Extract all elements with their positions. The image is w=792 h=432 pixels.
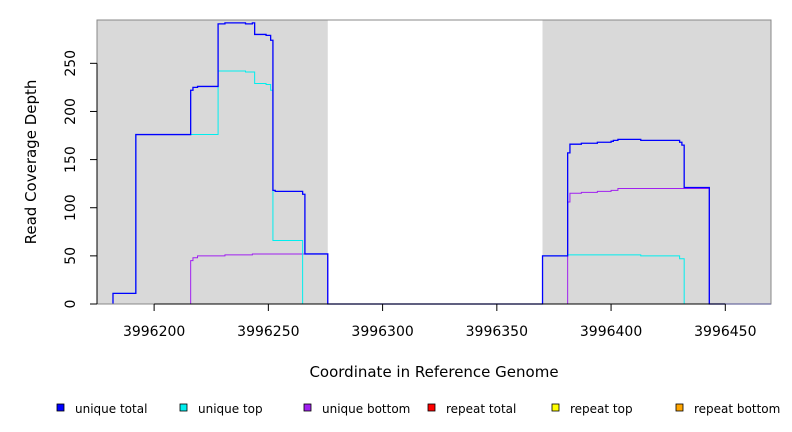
legend-swatch-repeat-top: [551, 403, 560, 412]
legend-label-repeat-bottom: repeat bottom: [694, 402, 780, 416]
x-axis-title: Coordinate in Reference Genome: [309, 363, 558, 381]
shaded-region-1: [97, 20, 328, 304]
legend-label-repeat-total: repeat total: [446, 402, 516, 416]
y-axis: 0 50 100 150 200 250: [63, 50, 98, 309]
legend-label-unique-top: unique top: [198, 402, 263, 416]
legend: unique total unique top unique bottom repea…: [56, 402, 780, 416]
legend-swatch-repeat-total: [427, 403, 436, 412]
legend-swatch-unique-bottom: [303, 403, 312, 412]
x-tick-label: 3996350: [466, 324, 528, 340]
y-tick-label: 50: [63, 247, 79, 265]
legend-label-unique-total: unique total: [75, 402, 147, 416]
y-tick-label: 0: [63, 300, 79, 309]
legend-label-unique-bottom: unique bottom: [322, 402, 410, 416]
x-tick-label: 3996250: [237, 324, 299, 340]
x-axis: 3996200 3996250 3996300 3996350 3996400 39964…: [123, 303, 756, 340]
series-line-unique-total: [112, 22, 771, 305]
y-tick-label: 250: [63, 50, 79, 77]
y-tick-label: 200: [63, 98, 79, 125]
x-tick-label: 3996400: [580, 324, 642, 340]
x-tick-label: 3996450: [694, 324, 756, 340]
shaded-region-2: [542, 20, 771, 304]
y-tick-label: 100: [63, 194, 79, 221]
y-tick-label: 150: [63, 146, 79, 173]
y-axis-title: Read Coverage Depth: [22, 80, 40, 245]
x-tick-label: 3996200: [123, 324, 185, 340]
legend-label-repeat-top: repeat top: [570, 402, 633, 416]
shaded-regions: [97, 20, 771, 304]
legend-swatch-unique-top: [179, 403, 188, 412]
legend-swatch-repeat-bottom: [675, 403, 684, 412]
x-tick-label: 3996300: [351, 324, 413, 340]
legend-swatch-unique-total: [56, 403, 65, 412]
